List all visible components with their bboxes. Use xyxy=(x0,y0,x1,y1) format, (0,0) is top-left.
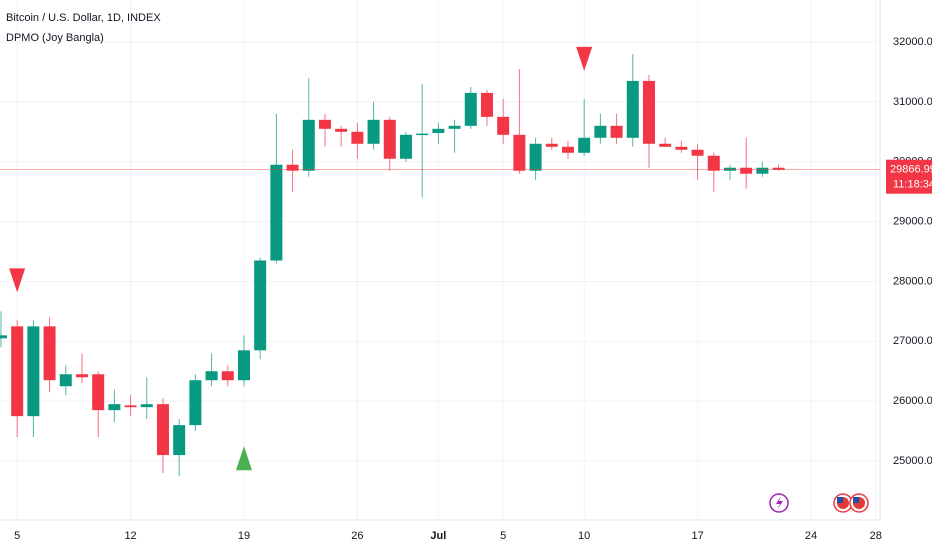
candle-body xyxy=(367,119,380,144)
x-tick-label: 24 xyxy=(805,530,817,542)
event-icons xyxy=(769,493,869,513)
candle-body xyxy=(205,371,218,381)
flag-canton xyxy=(837,497,843,503)
y-tick-label: 26000.00 xyxy=(893,395,932,407)
sell-signal xyxy=(9,268,26,293)
y-tick-label: 27000.00 xyxy=(893,335,932,347)
candle-body xyxy=(529,143,542,171)
candle-body xyxy=(318,119,331,129)
chart-title: Bitcoin / U.S. Dollar, 1D, INDEX xyxy=(6,12,161,24)
candle-body xyxy=(75,374,88,378)
candle-body xyxy=(675,146,688,150)
candle-body xyxy=(335,128,348,132)
x-tick-label: 28 xyxy=(870,530,882,542)
candle-body xyxy=(189,380,202,426)
sell-signal xyxy=(576,46,593,71)
candle-body xyxy=(156,404,169,456)
candle-body xyxy=(237,350,250,381)
buy-signal xyxy=(235,446,252,471)
candle-body xyxy=(497,116,510,135)
x-tick-label: 10 xyxy=(578,530,590,542)
y-tick-label: 29000.00 xyxy=(893,216,932,228)
candle-body xyxy=(723,167,736,171)
candle-body xyxy=(545,143,558,147)
candle-body xyxy=(0,335,7,339)
candle-body xyxy=(302,119,315,171)
candle-body xyxy=(740,167,753,174)
candle-body xyxy=(270,164,283,261)
candle-body xyxy=(659,143,672,147)
candle-body xyxy=(92,374,105,411)
candle-body xyxy=(610,125,623,138)
candle-body xyxy=(513,134,526,171)
x-tick-label: 5 xyxy=(14,530,20,542)
candle-body xyxy=(432,128,445,134)
candle-body xyxy=(416,133,429,136)
candle-body xyxy=(448,125,461,129)
last-price-box xyxy=(886,159,932,194)
y-tick-label: 28000.00 xyxy=(893,275,932,287)
candle-body xyxy=(642,80,655,144)
candle-body xyxy=(756,167,769,174)
y-tick-label: 32000.00 xyxy=(893,36,932,48)
candle-body xyxy=(173,425,186,456)
x-tick-label: Jul xyxy=(430,530,446,542)
candle-body xyxy=(43,326,56,381)
grid xyxy=(0,0,880,520)
candle-body xyxy=(383,119,396,159)
candle-body xyxy=(221,371,234,381)
candle-body xyxy=(464,92,477,126)
candle-body xyxy=(59,374,72,387)
candle-body xyxy=(399,134,412,159)
candle-body xyxy=(254,260,267,351)
candles xyxy=(0,46,785,477)
candle-body xyxy=(772,167,785,170)
y-tick-label: 25000.00 xyxy=(893,455,932,467)
last-price-label: 29866.99 xyxy=(890,164,932,176)
x-tick-label: 17 xyxy=(691,530,703,542)
candle-body xyxy=(707,155,720,171)
candle-body xyxy=(626,80,639,138)
x-tick-label: 26 xyxy=(351,530,363,542)
candle-body xyxy=(108,404,121,411)
y-tick-label: 31000.00 xyxy=(893,96,932,108)
indicator-label: DPMO (Joy Bangla) xyxy=(6,32,104,44)
lightning-glyph xyxy=(776,496,783,510)
candle-body xyxy=(27,326,40,417)
x-tick-label: 12 xyxy=(124,530,136,542)
x-tick-label: 5 xyxy=(500,530,506,542)
flag-canton xyxy=(853,497,859,503)
countdown-label: 11:18:34 xyxy=(893,179,932,191)
candle-body xyxy=(286,164,299,171)
candle-body xyxy=(561,146,574,153)
candle-body xyxy=(480,92,493,117)
candle-body xyxy=(578,137,591,153)
candle-body xyxy=(594,125,607,138)
candle-body xyxy=(351,131,364,144)
candle-body xyxy=(140,404,153,408)
candle-body xyxy=(11,326,24,417)
x-tick-label: 19 xyxy=(238,530,250,542)
candle-body xyxy=(691,149,704,156)
candle-body xyxy=(124,405,137,408)
